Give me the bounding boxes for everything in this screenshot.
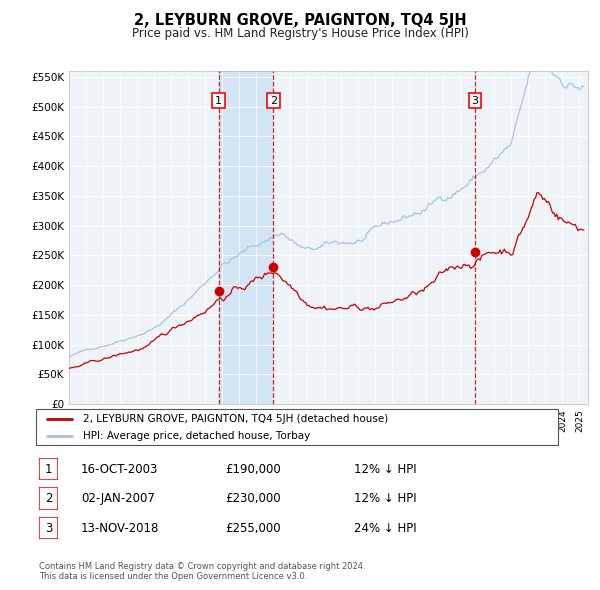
Text: Contains HM Land Registry data © Crown copyright and database right 2024.: Contains HM Land Registry data © Crown c… [39, 562, 365, 571]
Text: 02-JAN-2007: 02-JAN-2007 [81, 492, 155, 505]
Text: 3: 3 [45, 522, 52, 535]
FancyBboxPatch shape [39, 517, 58, 539]
Text: £255,000: £255,000 [225, 522, 281, 535]
Text: 16-OCT-2003: 16-OCT-2003 [81, 463, 158, 476]
Text: 2: 2 [45, 492, 52, 505]
Text: 2, LEYBURN GROVE, PAIGNTON, TQ4 5JH: 2, LEYBURN GROVE, PAIGNTON, TQ4 5JH [134, 13, 466, 28]
FancyBboxPatch shape [39, 458, 58, 480]
Text: 12% ↓ HPI: 12% ↓ HPI [354, 463, 416, 476]
Text: 24% ↓ HPI: 24% ↓ HPI [354, 522, 416, 535]
Text: 3: 3 [472, 96, 479, 106]
Text: £230,000: £230,000 [225, 492, 281, 505]
Text: 2, LEYBURN GROVE, PAIGNTON, TQ4 5JH (detached house): 2, LEYBURN GROVE, PAIGNTON, TQ4 5JH (det… [83, 414, 388, 424]
Text: This data is licensed under the Open Government Licence v3.0.: This data is licensed under the Open Gov… [39, 572, 307, 581]
Text: 1: 1 [45, 463, 52, 476]
Text: 1: 1 [215, 96, 222, 106]
Text: 13-NOV-2018: 13-NOV-2018 [81, 522, 160, 535]
Text: 12% ↓ HPI: 12% ↓ HPI [354, 492, 416, 505]
Text: HPI: Average price, detached house, Torbay: HPI: Average price, detached house, Torb… [83, 431, 310, 441]
Text: Price paid vs. HM Land Registry's House Price Index (HPI): Price paid vs. HM Land Registry's House … [131, 27, 469, 40]
Text: 2: 2 [270, 96, 277, 106]
FancyBboxPatch shape [39, 487, 58, 510]
Text: £190,000: £190,000 [225, 463, 281, 476]
Bar [218, 71, 274, 404]
